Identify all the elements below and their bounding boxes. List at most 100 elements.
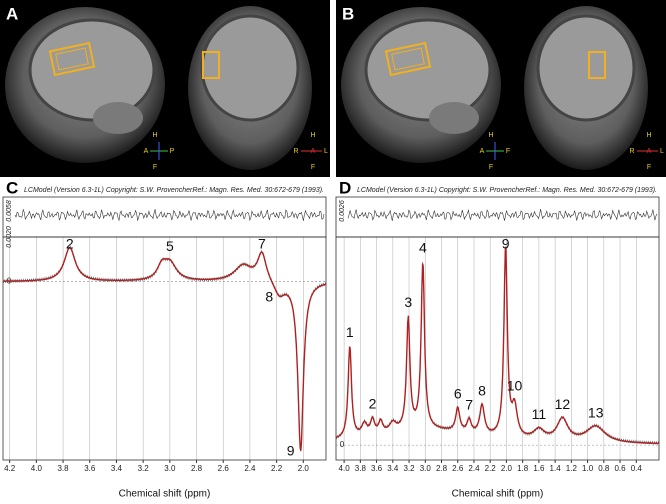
x-tick-label: 3.6 xyxy=(371,464,383,473)
x-tick-label: 3.2 xyxy=(138,464,150,473)
x-tick-label: 3.4 xyxy=(387,464,399,473)
panel-label: D xyxy=(339,178,351,197)
orientation-label: H xyxy=(646,132,651,139)
x-tick-label: 4.0 xyxy=(31,464,43,473)
orientation-label: F xyxy=(311,164,315,171)
x-tick-label: 3.8 xyxy=(355,464,367,473)
peak-label: 10 xyxy=(507,378,523,394)
x-tick-label: 3.6 xyxy=(84,464,96,473)
header-right: Ref.: Magn. Res. Med. 30:672-679 (1993). xyxy=(192,187,324,194)
peak-label: 12 xyxy=(555,396,571,412)
x-tick-label: 3.8 xyxy=(57,464,69,473)
orientation-label: F xyxy=(153,164,157,171)
x-tick-label: 0.4 xyxy=(631,464,643,473)
x-tick-label: 2.8 xyxy=(436,464,448,473)
x-tick-label: 2.2 xyxy=(485,464,497,473)
peak-label: 7 xyxy=(258,236,266,252)
peak-label: 5 xyxy=(166,238,174,254)
panel-label: A xyxy=(6,4,18,23)
x-tick-label: 1.8 xyxy=(517,464,529,473)
x-tick-label: 0.6 xyxy=(614,464,626,473)
orientation-label: H xyxy=(152,132,157,139)
x-tick-label: 2.6 xyxy=(218,464,230,473)
residual-trace xyxy=(14,208,325,222)
peak-label: 2 xyxy=(66,236,74,252)
plot-frame xyxy=(2,236,327,461)
residual-tick-label: 0.0026 xyxy=(339,200,346,222)
voxel-inner xyxy=(55,47,89,71)
x-tick-label: 2.0 xyxy=(298,464,310,473)
peak-label: 1 xyxy=(346,324,354,340)
cerebellum xyxy=(93,102,143,134)
orientation-label: F xyxy=(489,164,493,171)
residual-frame xyxy=(335,196,660,238)
x-tick-label: 4.0 xyxy=(339,464,351,473)
orientation-label: F xyxy=(506,148,510,155)
orientation-label: H xyxy=(488,132,493,139)
x-tick-label: 2.2 xyxy=(271,464,283,473)
x-tick-label: 1.4 xyxy=(550,464,562,473)
panel-label: C xyxy=(6,178,18,197)
peak-label: 6 xyxy=(454,386,462,402)
x-tick-label: 2.8 xyxy=(191,464,203,473)
sagittal-brain xyxy=(28,18,156,122)
mri-panels: AHAPFHRALFBHAFFHRALF xyxy=(0,0,666,177)
header-left: LCModel (Version 6.3-1L) Copyright: S.W.… xyxy=(24,187,194,194)
fit-curve xyxy=(3,246,327,451)
peak-label: 9 xyxy=(502,236,510,252)
x-tick-label: 0.8 xyxy=(598,464,610,473)
x-tick-label: 1.6 xyxy=(533,464,545,473)
zero-label: 0 xyxy=(340,440,345,449)
peak-label: 7 xyxy=(465,396,473,412)
peak-label: 13 xyxy=(588,404,604,420)
x-tick-label: 2.4 xyxy=(468,464,480,473)
x-tick-label: 1.2 xyxy=(566,464,578,473)
sagittal-brain xyxy=(364,18,492,122)
peak-label: 9 xyxy=(287,443,295,459)
x-tick-label: 4.2 xyxy=(4,464,16,473)
orientation-label: R xyxy=(293,148,298,155)
header-right: Ref.: Magn. Res. Med. 30:672-679 (1993). xyxy=(525,187,657,194)
x-tick-label: 1.0 xyxy=(582,464,594,473)
x-tick-label: 3.0 xyxy=(164,464,176,473)
orientation-label: L xyxy=(324,148,328,155)
coronal-brain xyxy=(200,14,300,122)
orientation-label: A xyxy=(144,148,149,155)
x-tick-label: 2.4 xyxy=(244,464,256,473)
x-tick-label: 2.0 xyxy=(501,464,513,473)
x-axis-label: Chemical shift (ppm) xyxy=(452,489,544,500)
peak-label: 2 xyxy=(369,395,377,411)
voxel xyxy=(588,51,606,79)
peak-label: 8 xyxy=(265,289,273,305)
residual-frame xyxy=(2,196,327,238)
spectra-panels: C LCModel (Version 6.3-1L) Copyright: S.W… xyxy=(2,178,660,500)
plot-frame xyxy=(335,236,660,461)
voxel xyxy=(48,41,96,77)
orientation-label: L xyxy=(660,148,664,155)
peak-label: 4 xyxy=(419,240,427,256)
orientation-label: P xyxy=(170,148,175,155)
x-tick-label: 3.0 xyxy=(420,464,432,473)
coronal-brain xyxy=(536,14,636,122)
residual-tick-label: 0.0058 xyxy=(6,200,13,222)
voxel-inner xyxy=(391,47,425,71)
peak-label: 11 xyxy=(532,406,547,422)
header-left: LCModel (Version 6.3-1L) Copyright: S.W.… xyxy=(357,187,527,194)
fit-curve xyxy=(335,247,659,444)
x-axis-label: Chemical shift (ppm) xyxy=(119,489,211,500)
orientation-label: H xyxy=(310,132,315,139)
x-tick-label: 2.6 xyxy=(452,464,464,473)
data-trace xyxy=(335,246,660,445)
orientation-label: F xyxy=(647,164,651,171)
voxel xyxy=(384,41,432,77)
peak-label: 8 xyxy=(478,383,486,399)
x-tick-label: 3.4 xyxy=(111,464,123,473)
panel-label: B xyxy=(342,4,354,23)
peak-label: 3 xyxy=(404,294,412,310)
orientation-label: A xyxy=(480,148,485,155)
voxel xyxy=(202,51,220,79)
residual-trace xyxy=(347,208,658,221)
orientation-label: R xyxy=(629,148,634,155)
residual-tick-label: 0.0020 xyxy=(6,226,13,248)
